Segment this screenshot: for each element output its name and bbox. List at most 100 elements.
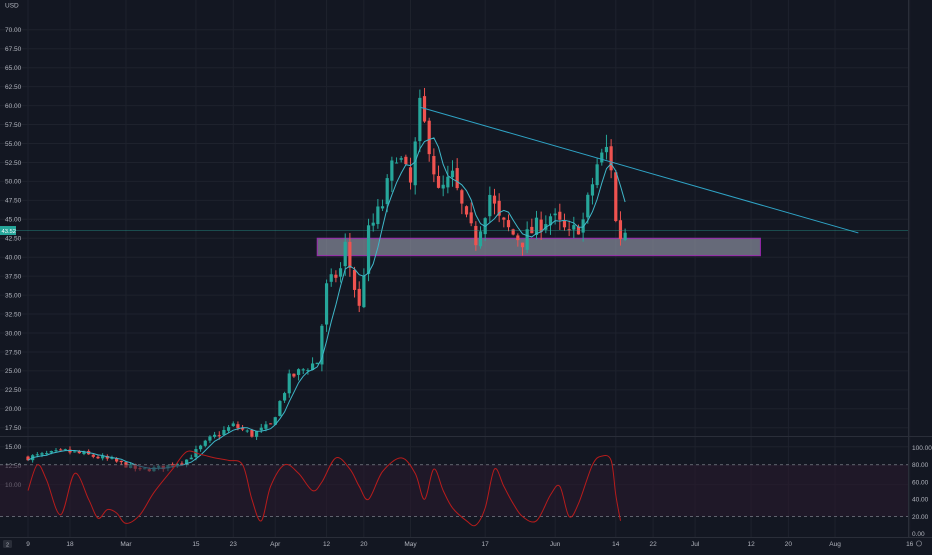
candle-body bbox=[287, 373, 291, 394]
support-zone-rectangle[interactable] bbox=[316, 237, 761, 257]
time-tick-label: 22 bbox=[649, 541, 657, 548]
price-tick-label: 40.00 bbox=[5, 255, 22, 262]
oscillator-tick-label: 60.00 bbox=[912, 479, 929, 486]
oscillator-tick-label: 40.00 bbox=[912, 497, 929, 504]
oscillator-tick-label: 80.00 bbox=[912, 462, 929, 469]
candle-body bbox=[525, 229, 529, 250]
candle-body bbox=[282, 393, 287, 401]
candle-body bbox=[455, 168, 459, 189]
candle-body bbox=[40, 453, 44, 455]
time-tick-label: 14 bbox=[612, 541, 620, 548]
price-tick-label: 60.00 bbox=[5, 103, 22, 110]
candle-body bbox=[609, 146, 613, 171]
pane-badge[interactable] bbox=[3, 540, 12, 548]
candle-body bbox=[464, 206, 469, 215]
candle-body bbox=[516, 235, 520, 241]
candle-body bbox=[110, 457, 114, 459]
candle-body bbox=[376, 206, 380, 225]
candle-body bbox=[189, 457, 193, 460]
candle-body bbox=[394, 162, 399, 164]
candle-body bbox=[614, 172, 618, 221]
candle-body bbox=[101, 455, 105, 459]
price-tick-label: 30.00 bbox=[5, 330, 22, 337]
candle-body bbox=[222, 429, 226, 435]
candle-body bbox=[45, 453, 49, 455]
time-tick-label: 20 bbox=[785, 541, 793, 548]
candle-body bbox=[362, 275, 366, 308]
candle-body bbox=[91, 454, 95, 457]
candle-body bbox=[488, 194, 492, 217]
candle-body bbox=[185, 459, 189, 465]
candle-body bbox=[623, 232, 627, 240]
settings-icon[interactable] bbox=[916, 540, 923, 547]
candle-body bbox=[446, 176, 450, 188]
candle-body bbox=[432, 156, 436, 175]
candle-body bbox=[581, 219, 585, 233]
candle-body bbox=[548, 216, 553, 226]
candle-body bbox=[497, 200, 501, 216]
last-price-badge bbox=[0, 226, 16, 236]
candle-body bbox=[478, 231, 483, 247]
candle-body bbox=[329, 274, 333, 282]
price-tick-label: 65.00 bbox=[5, 65, 22, 72]
candle-body bbox=[119, 460, 123, 463]
candle-body bbox=[208, 436, 212, 441]
candle-body bbox=[310, 363, 315, 370]
candle-body bbox=[115, 458, 119, 462]
candle-body bbox=[236, 424, 240, 429]
price-tick-label: 15.00 bbox=[5, 444, 22, 451]
time-tick-label: May bbox=[404, 541, 417, 548]
time-tick-label: Jul bbox=[691, 541, 700, 548]
candle-body bbox=[338, 268, 343, 277]
candle-body bbox=[259, 427, 263, 431]
candle-body bbox=[553, 213, 557, 216]
oscillator-tick-label: 100.00 bbox=[912, 445, 932, 452]
candle-body bbox=[562, 220, 567, 228]
candle-body bbox=[213, 434, 217, 437]
pane-badge-label: 2 bbox=[6, 543, 9, 549]
oscillator-tick-label: 20.00 bbox=[912, 514, 929, 521]
time-tick-label: 17 bbox=[482, 541, 490, 548]
time-tick-label: Mar bbox=[120, 541, 132, 548]
price-tick-label: 27.50 bbox=[5, 349, 22, 356]
time-tick-label: 16 bbox=[906, 541, 914, 548]
candle-body bbox=[441, 184, 445, 189]
candle-body bbox=[203, 440, 207, 446]
price-tick-label: 37.50 bbox=[5, 273, 22, 280]
candle-body bbox=[399, 158, 403, 160]
candle-body bbox=[380, 206, 385, 209]
candle-body bbox=[511, 229, 515, 235]
candle-body bbox=[77, 451, 81, 454]
descending-trendline[interactable] bbox=[419, 106, 859, 234]
candle-body bbox=[254, 431, 259, 437]
candle-body bbox=[502, 217, 506, 220]
candle-body bbox=[73, 451, 77, 453]
candle-body bbox=[324, 283, 329, 325]
candle-body bbox=[35, 454, 39, 456]
time-tick-label: 12 bbox=[323, 541, 331, 548]
price-tick-label: 25.00 bbox=[5, 368, 22, 375]
candle-body bbox=[96, 456, 100, 459]
time-tick-label: 9 bbox=[26, 541, 30, 548]
candle-body bbox=[352, 269, 357, 290]
candle-body bbox=[492, 195, 497, 204]
candle-body bbox=[199, 445, 203, 450]
candle-body bbox=[54, 450, 58, 452]
candle-body bbox=[390, 160, 394, 181]
candle-body bbox=[600, 152, 604, 163]
oscillator-tick-label: 0.00 bbox=[912, 531, 925, 538]
candle-body bbox=[82, 451, 86, 454]
candle-body bbox=[404, 156, 408, 165]
candle-body bbox=[604, 146, 609, 153]
price-tick-label: 67.50 bbox=[5, 46, 22, 53]
candle-body bbox=[460, 190, 464, 204]
candle-body bbox=[59, 449, 63, 451]
candle-body bbox=[539, 219, 543, 232]
candle-body bbox=[268, 423, 273, 425]
price-tick-label: 42.50 bbox=[5, 236, 22, 243]
candle-body bbox=[469, 212, 473, 224]
time-tick-label: 15 bbox=[192, 541, 200, 548]
candle-body bbox=[273, 417, 277, 425]
price-tick-label: 45.00 bbox=[5, 217, 22, 224]
